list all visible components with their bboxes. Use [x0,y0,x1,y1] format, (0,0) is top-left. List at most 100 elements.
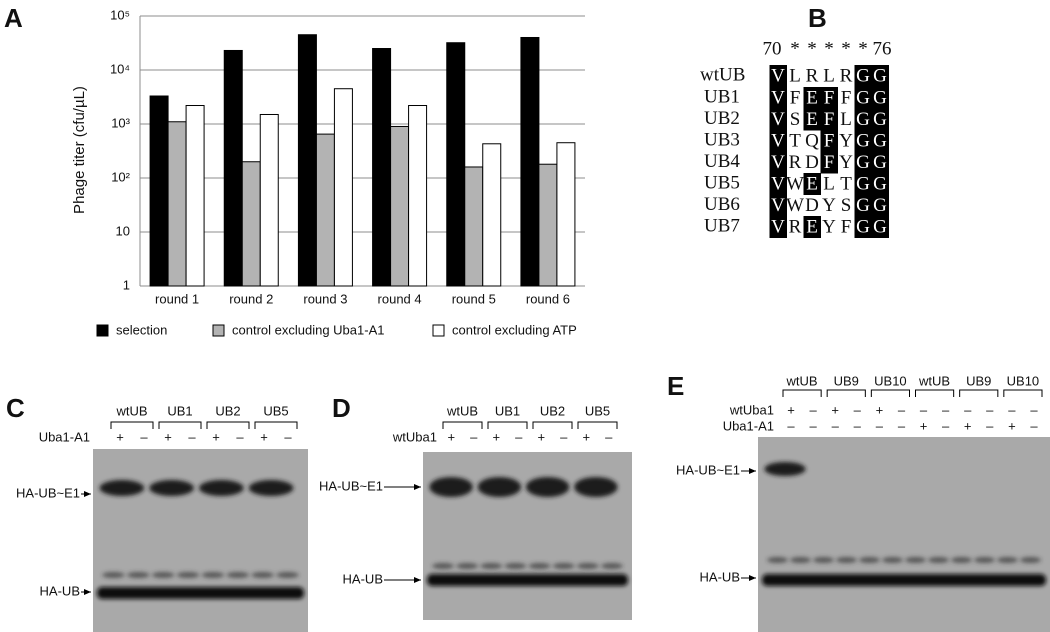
blot-bands [97,480,304,599]
residue-highlight [871,216,889,238]
band [432,563,454,569]
band-label: HA-UB [40,583,80,598]
sign: – [854,418,862,433]
residue: G [856,216,870,237]
band-label: HA-UB~E1 [16,485,80,500]
y-tick-label: 10³ [111,115,130,130]
residue: F [841,87,852,108]
sign: – [470,429,478,444]
residue-highlight [854,216,872,238]
residue: T [840,173,852,194]
band [504,563,527,569]
y-tick-label: 10 [116,223,130,238]
bar [259,113,279,287]
sign: – [1008,402,1016,417]
lane-group-label: UB10 [1007,373,1040,388]
panel-label: D [332,393,351,423]
sign: + [831,402,839,417]
residue: E [806,173,818,194]
residue: Y [822,195,836,216]
residue: V [771,109,785,130]
sign: – [515,429,523,444]
sign: + [212,429,220,444]
sequence-name: UB3 [704,129,740,150]
lane-bracket [206,421,250,429]
residue-highlight [854,130,872,152]
legend-label: control excluding ATP [452,322,577,337]
residue: L [823,65,835,86]
residue: F [824,87,835,108]
band [201,572,225,578]
lane-group-label: UB5 [585,403,610,418]
sign: – [1030,402,1038,417]
residue: S [790,109,801,130]
residue-highlight [871,65,889,87]
lane-group-label: UB10 [874,373,907,388]
bar [390,125,410,287]
sign: + [164,429,172,444]
band [198,480,244,496]
residue-highlight [769,108,787,131]
lane-group-label: UB1 [495,403,520,418]
sign: – [810,418,818,433]
y-tick-label: 10⁵ [110,7,130,22]
legend-swatch [212,324,225,337]
sign: + [1008,418,1016,433]
band [99,480,145,496]
blot-image [758,437,1050,632]
residue: G [856,173,870,194]
bar [446,42,466,287]
residue: E [806,109,818,130]
sign: + [260,429,268,444]
sign: + [447,429,455,444]
band [1020,557,1041,563]
band [226,572,250,578]
residue-highlight [820,151,838,174]
residue: L [789,65,801,86]
residue-highlight [854,87,872,109]
band-label: HA-UB~E1 [676,462,740,477]
residue: R [806,65,819,86]
band-label: HA-UB [343,571,383,586]
lane-group-label: UB2 [215,403,240,418]
condition-label: Uba1-A1 [723,418,774,433]
residue-highlight [871,130,889,152]
legend-label: selection [116,322,167,337]
band [576,563,599,569]
residue: L [823,173,835,194]
lane-group-label: UB9 [966,373,991,388]
sign: – [188,429,196,444]
alignment-header: * [824,38,834,59]
residue: D [805,152,819,173]
legend-swatch [96,324,109,337]
band [528,563,551,569]
residue: R [789,152,802,173]
sign: + [964,418,972,433]
panel-label: B [808,3,827,33]
band [859,557,880,563]
residue: R [840,65,853,86]
blot-image [93,449,308,632]
residue-highlight [820,108,838,131]
bar [372,48,392,287]
bar [333,88,353,287]
residue: Q [805,130,819,151]
bar [482,143,502,287]
panel-label: E [667,371,684,401]
bar [297,34,317,287]
band [552,563,575,569]
x-tick-label: round 3 [303,291,347,306]
residue: V [771,173,785,194]
panel-label: A [4,3,23,33]
alignment-header: * [807,38,817,59]
y-tick-label: 1 [123,277,130,292]
sign: – [236,429,244,444]
residue: V [771,87,785,108]
lane-group-label: wtUB [446,403,478,418]
residue-highlight [769,87,787,109]
band [127,572,150,578]
lane-bracket [870,389,910,397]
sequence-name: UB7 [704,215,740,236]
band-label: HA-UB~E1 [319,478,383,493]
sign: – [560,429,568,444]
